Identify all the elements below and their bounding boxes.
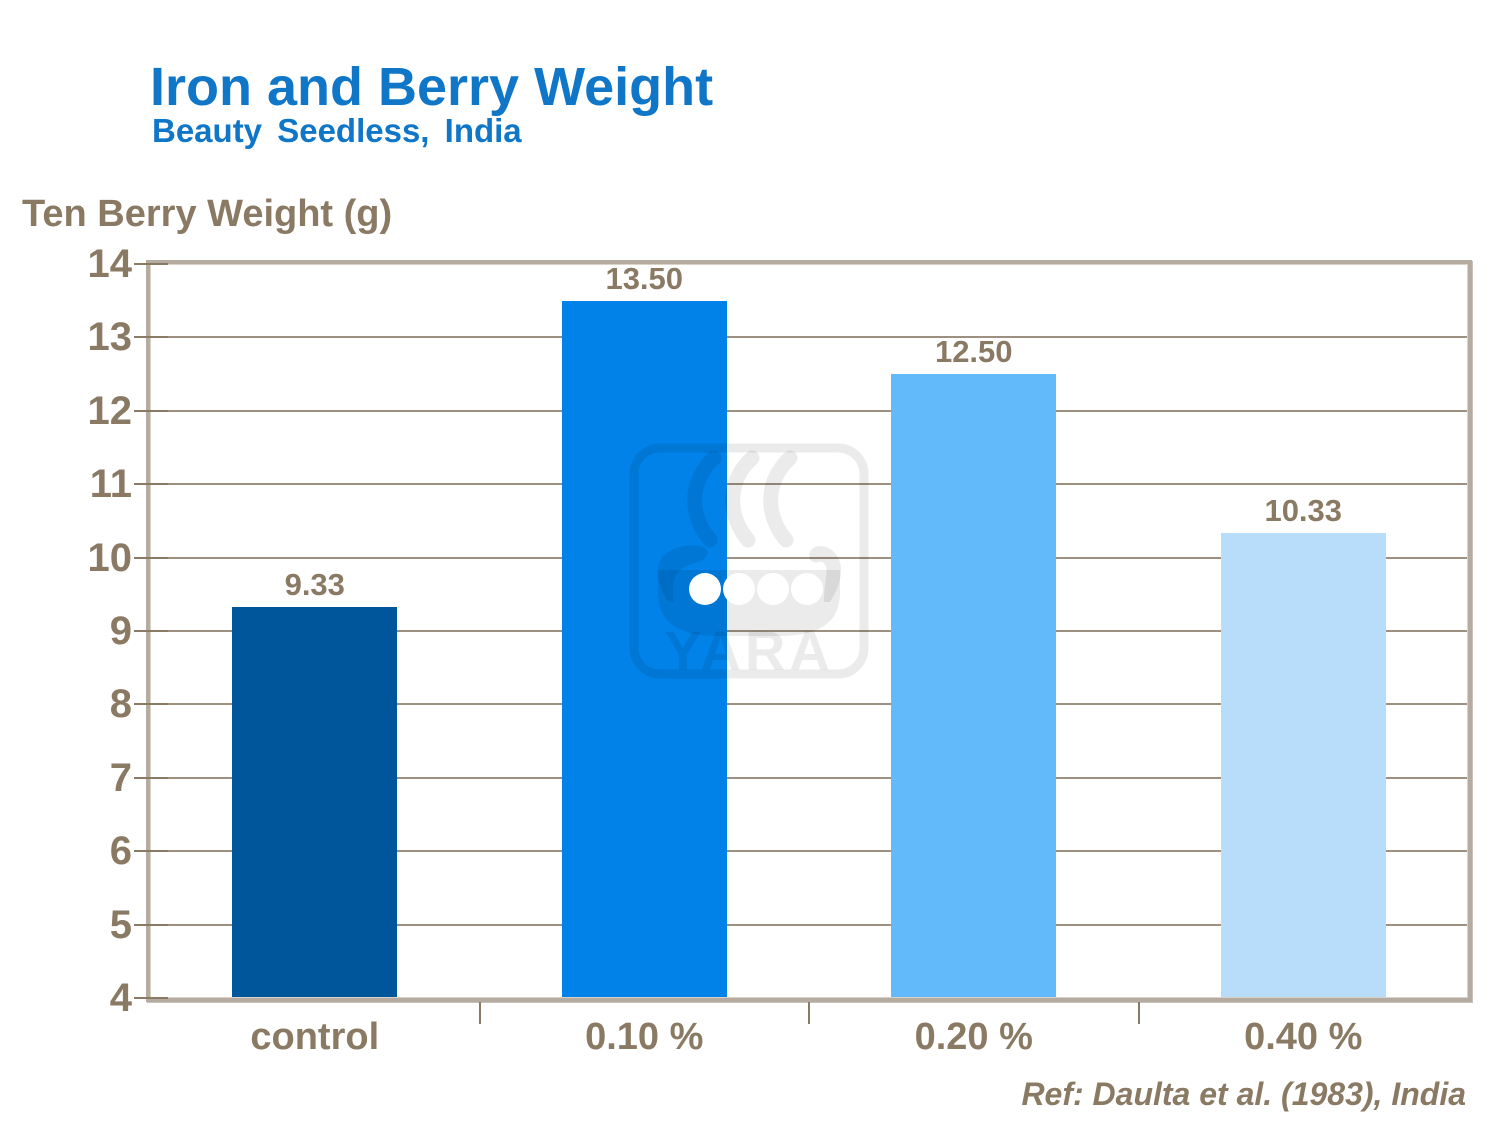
- gridline: [150, 409, 1468, 412]
- y-axis-tick-label: 5: [109, 902, 132, 947]
- bar-0.10: [561, 300, 727, 998]
- y-axis-tick: [134, 997, 168, 999]
- y-axis-tick: [134, 703, 168, 706]
- y-axis-tick: [134, 409, 168, 412]
- y-axis-tick-label: 14: [87, 242, 133, 286]
- y-axis-tick-label: 8: [109, 682, 132, 727]
- y-axis-tick-label: 4: [109, 976, 132, 1020]
- y-axis-tick: [134, 630, 168, 632]
- gridline: [150, 336, 1468, 339]
- gridline: [150, 483, 1468, 486]
- y-axis-tick: [134, 336, 168, 339]
- y-axis-title: Ten Berry Weight (g): [22, 193, 393, 235]
- gridline: [150, 703, 1468, 706]
- gridline: [150, 556, 1468, 559]
- bar-value-label: 13.50: [605, 260, 684, 296]
- chart-title: Iron and Berry Weight: [150, 57, 714, 117]
- x-axis-label: 0.40 %: [1244, 1016, 1363, 1058]
- y-axis-tick: [134, 923, 168, 926]
- gridline: [150, 923, 1468, 926]
- y-axis-tick: [134, 776, 168, 779]
- gridline: [150, 630, 1468, 632]
- bar-control: [232, 606, 398, 998]
- x-axis-tick: [1137, 1002, 1140, 1024]
- y-axis-tick: [134, 850, 168, 853]
- y-axis-tick: [134, 483, 168, 486]
- x-axis-label: 0.10 %: [585, 1016, 704, 1058]
- bar-value-label: 12.50: [934, 334, 1013, 370]
- bar-value-label: 9.33: [284, 566, 345, 602]
- y-axis-tick-label: 12: [87, 388, 133, 433]
- x-axis-tick: [478, 1002, 481, 1024]
- y-axis-tick: [134, 556, 168, 559]
- x-axis-label: control: [250, 1016, 380, 1058]
- y-axis-tick-label: 6: [109, 829, 132, 874]
- bar-0.20: [891, 374, 1057, 998]
- gridline: [150, 776, 1468, 779]
- gridline: [150, 850, 1468, 853]
- y-axis-tick-label: 13: [87, 315, 133, 360]
- y-axis-tick-label: 10: [87, 535, 133, 580]
- reference-note: Ref: Daulta et al. (1983), India: [1021, 1076, 1466, 1112]
- bar-0.40: [1220, 533, 1386, 998]
- x-axis-tick: [808, 1002, 810, 1024]
- y-axis-tick-label: 7: [109, 755, 132, 800]
- y-axis-tick: [134, 263, 168, 265]
- bar-value-label: 10.33: [1264, 493, 1343, 529]
- chart-subtitle: Beauty Seedless, India: [152, 112, 522, 149]
- x-axis-label: 0.20 %: [914, 1016, 1033, 1058]
- y-axis-tick-label: 9: [109, 609, 132, 653]
- y-axis-tick-label: 11: [89, 462, 132, 507]
